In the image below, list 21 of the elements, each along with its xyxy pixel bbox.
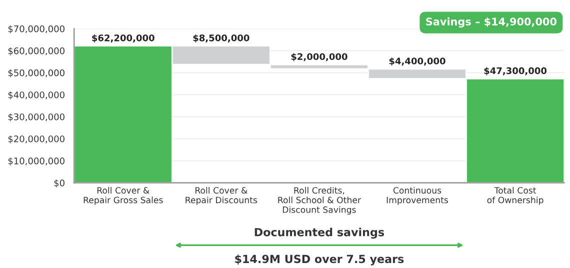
data-label: $4,400,000 [389,57,446,66]
y-tick-label: $30,000,000 [8,113,64,122]
y-tick-label: $70,000,000 [8,25,64,34]
data-label: $62,200,000 [92,34,154,43]
x-tick-label: Roll Cover & Repair Gross Sales [84,186,163,205]
y-tick-label: $60,000,000 [8,47,64,56]
data-label: $2,000,000 [291,53,348,62]
x-tick-label: Roll Cover & Repair Discounts [186,186,258,205]
text: Savings – $14,900,000 [426,17,556,28]
y-tick-label: $50,000,000 [8,69,64,78]
data-label: $8,500,000 [193,34,250,43]
data-label: $47,300,000 [484,67,547,76]
text: $14.9M USD over 7.5 years [235,254,404,266]
x-tick-label: Roll Credits, Roll School & Other Discount Savings [278,186,362,215]
y-tick-label: $20,000,000 [8,135,64,144]
text: Documented savings [254,228,384,239]
y-tick-label: $0 [54,179,64,188]
y-tick-label: $10,000,000 [8,157,64,166]
x-tick-label: Continuous Improvements [386,186,448,205]
y-tick-label: $40,000,000 [8,91,64,100]
x-tick-label: Total Cost of Ownership [487,186,544,205]
